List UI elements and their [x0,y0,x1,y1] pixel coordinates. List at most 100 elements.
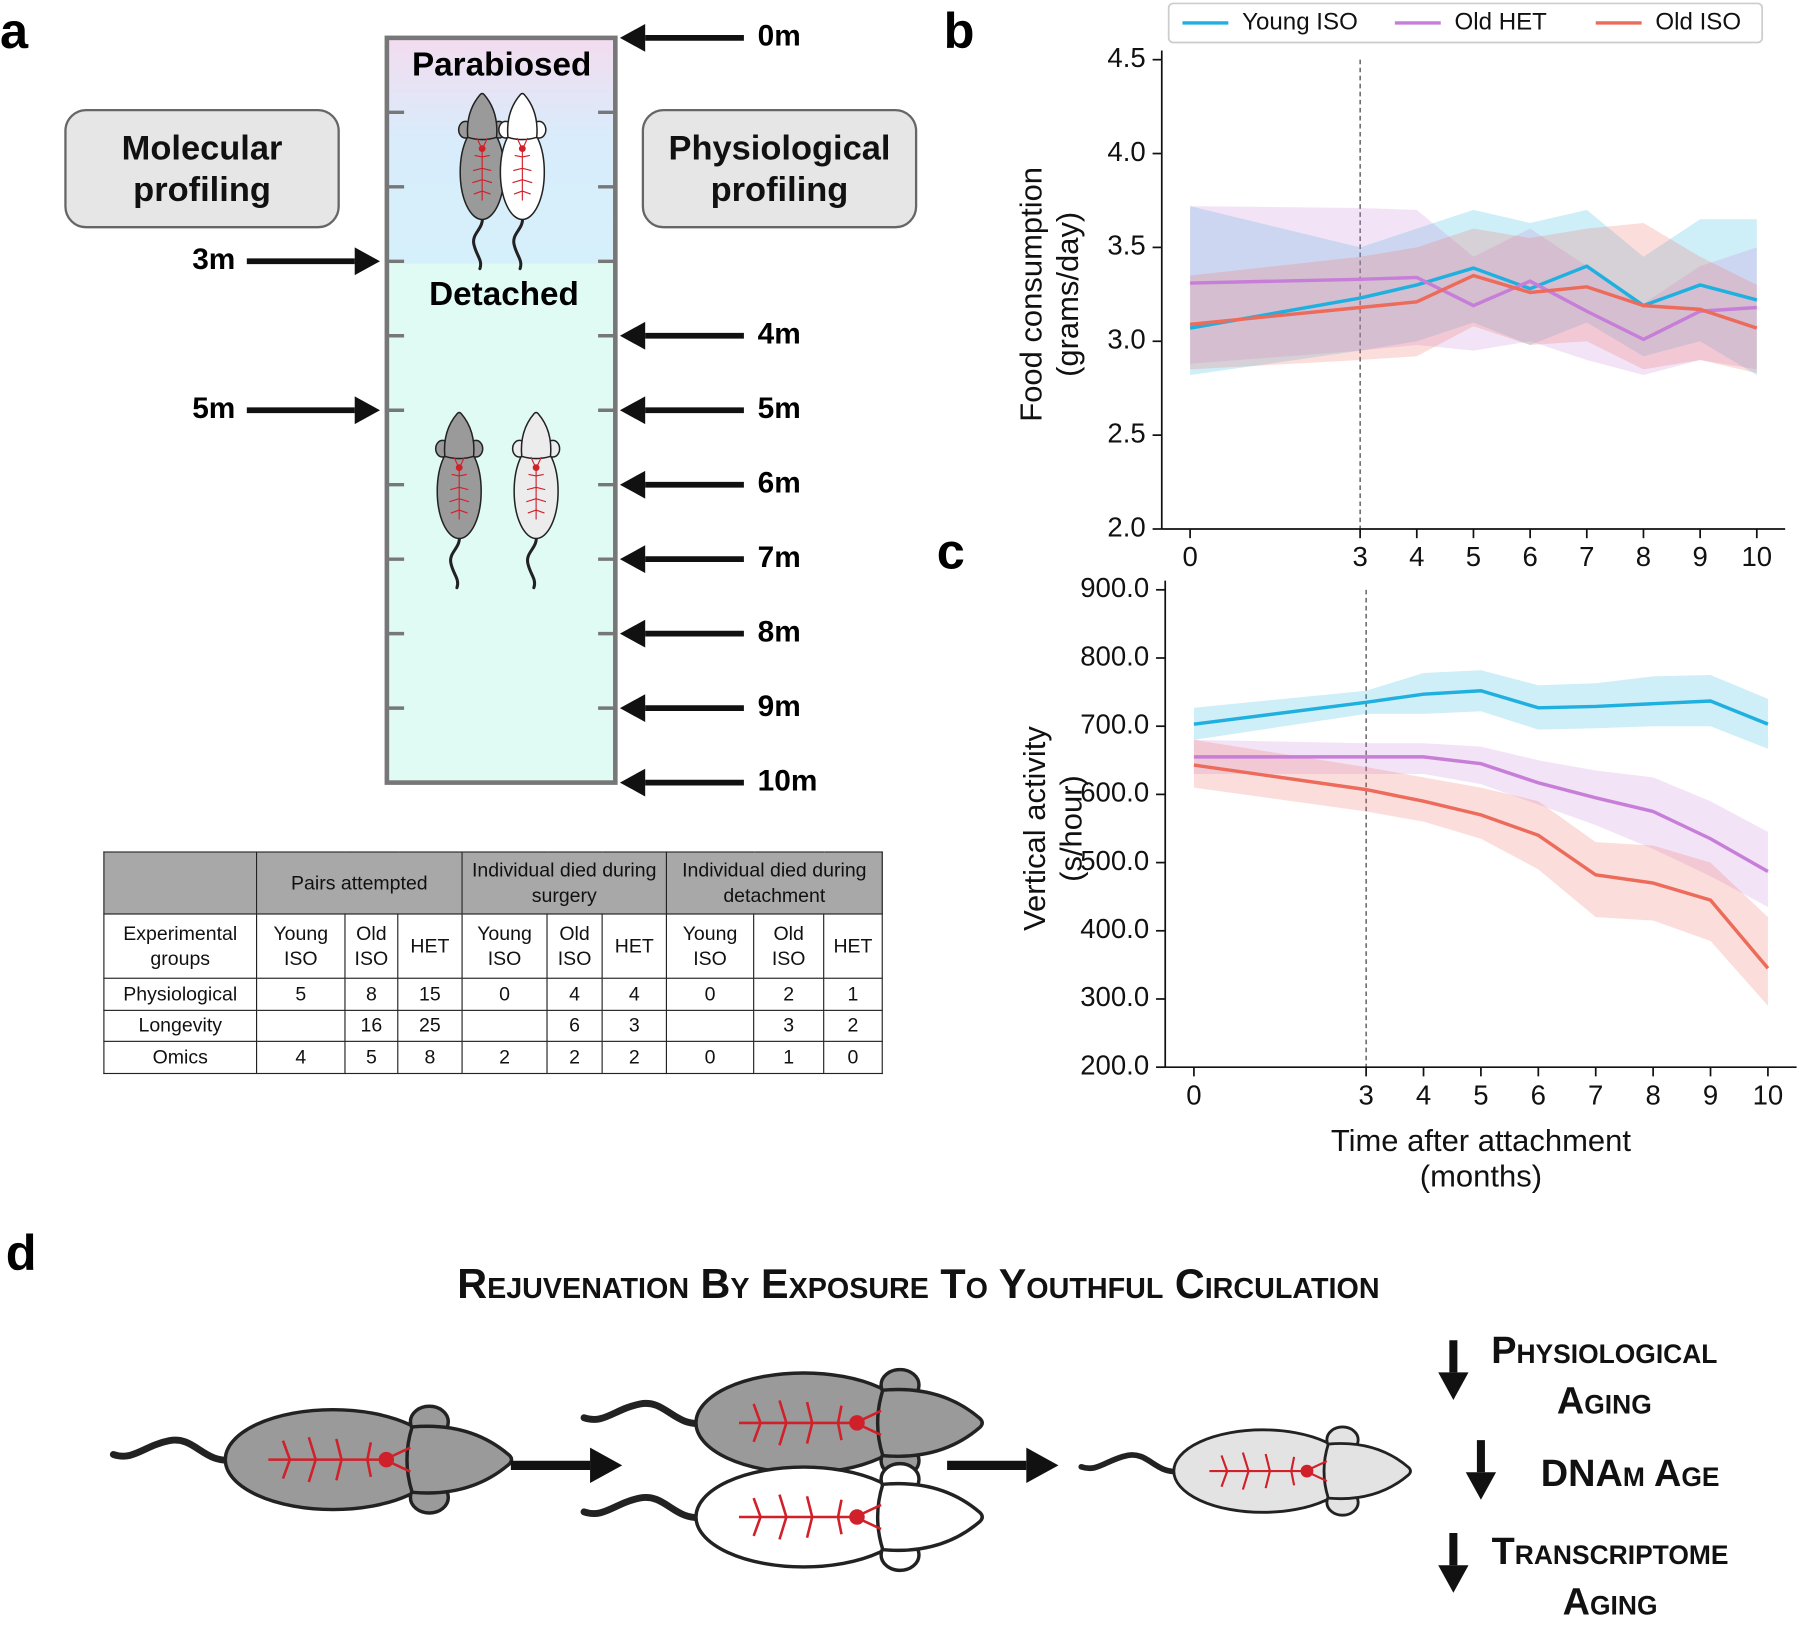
series-line [1193,755,1769,873]
table-cell: 8 [344,977,399,1011]
table-cell: 2 [601,1040,667,1075]
arrow-head [619,768,646,797]
timepoint-label: 10m [758,764,818,797]
timepoint-label: 6m [758,467,801,500]
x-tick-label: 7 [1588,1079,1603,1110]
mouse-head [875,1481,984,1553]
legend-label: Young ISO [1242,8,1358,35]
outcome: DNAm Age [1540,1451,1720,1495]
phase-label: Parabiosed [412,46,591,83]
table-cell: 5 [344,1040,399,1075]
series-line [1193,763,1770,970]
y-tick-label: 4.0 [1107,136,1145,167]
phase-label: Detached [429,276,579,313]
ci-band [1190,222,1757,374]
summary-title: Rejuvenation By Exposure To Youthful Cir… [457,1259,1380,1308]
timepoint-label: 3m [192,243,235,276]
mouse-head [443,411,475,460]
arrow-head [619,396,646,425]
table-cell: 5 [256,977,346,1011]
table-cell: Physiological [103,977,258,1011]
x-tick-label: 3 [1352,541,1367,572]
mouse-head [466,92,498,141]
group-header: Individual died during surgery [461,851,667,915]
column-header: Young ISO [665,913,755,979]
mouse-heart [1300,1464,1314,1478]
arrow [619,321,744,350]
table-cell: 25 [397,1009,463,1042]
x-tick-label: 9 [1692,541,1707,572]
table-cell: 2 [823,1009,883,1042]
table-cell: Longevity [103,1009,258,1042]
table-cell: 2 [461,1040,548,1075]
x-tick-label: 5 [1473,1079,1488,1110]
x-tick-label: 9 [1703,1079,1718,1110]
mouse-tail [580,1494,709,1522]
table-cell: 1 [753,1040,825,1075]
ci-band [1193,739,1768,1006]
mouse-icon [580,1367,984,1478]
x-tick-label: 4 [1416,1079,1431,1110]
column-header: Old ISO [546,913,603,979]
arrow [619,619,744,648]
arrow-head [619,321,646,350]
y-tick-label: 800.0 [1080,640,1149,671]
column-header: Young ISO [461,913,548,979]
arrow-head [354,247,380,276]
x-tick-label: 3 [1358,1079,1373,1110]
x-tick-label: 8 [1645,1079,1660,1110]
y-tick-label: 400.0 [1080,913,1149,944]
panel-label: d [6,1224,37,1281]
mouse-vessels [449,456,470,520]
mouse-head [405,1424,514,1495]
arrow [1438,1533,1469,1593]
column-header: HET [397,913,463,979]
mouse-head [875,1387,984,1458]
x-tick-label: 0 [1186,1079,1201,1110]
mouse-vessels [739,1400,882,1446]
mouse-heart [849,1509,865,1525]
mouse-vessels [268,1436,411,1483]
timepoint-label: 8m [758,616,801,649]
series-line [1189,264,1758,330]
table-row: Omics 4 5 8 2 2 2 0 1 0 [103,1040,883,1075]
column-header: Old ISO [344,913,399,979]
y-tick-label: 700.0 [1080,708,1149,739]
table-row: Pairs attempted Individual died during su… [103,851,883,915]
table-row: Experimental groups Young ISO Old ISO HET Yo… [103,913,883,979]
arrow-head [619,619,646,648]
mouse-heart [455,464,463,472]
mouse-vessels [739,1494,882,1540]
y-tick-label: 3.5 [1107,230,1145,261]
mouse-heart [478,145,486,153]
mouse-tail [512,214,525,271]
mouse-tail [580,1399,709,1427]
mouse-vessels [512,137,533,201]
table-cell: 1 [823,977,883,1011]
table-cell: 0 [665,977,755,1011]
arrow-head [1465,1472,1497,1500]
table-cell: 0 [665,1040,755,1075]
timepoint-label: 4m [758,318,801,351]
arrow-head [619,23,646,52]
y-axis-label: (grams/day) [1050,212,1085,377]
mouse-heart [518,145,526,153]
panel-label: a [0,2,29,59]
mouse-tail [109,1436,238,1464]
mouse-tail [449,533,461,590]
mouse-head [1322,1442,1412,1501]
table-cell: 4 [256,1040,346,1075]
series-line [1189,273,1758,330]
table-cell: 2 [753,977,825,1011]
legend-label: Old HET [1455,8,1548,35]
series-line [1190,275,1757,342]
mouse-icon [1078,1425,1412,1517]
arrow-head [619,545,646,574]
ci-band [1193,670,1768,749]
table-cell: Omics [103,1040,258,1075]
y-tick-label: 300.0 [1080,981,1149,1012]
series-line [1193,689,1769,726]
y-axis-label: (s/hour) [1054,775,1089,882]
